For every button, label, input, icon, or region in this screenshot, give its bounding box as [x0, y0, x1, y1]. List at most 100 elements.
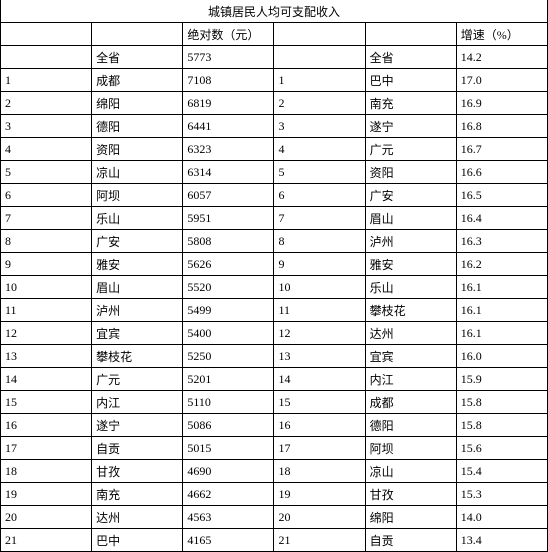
- rank-right: 5: [274, 161, 365, 184]
- city-right: 自贡: [365, 529, 456, 552]
- income-table-container: 城镇居民人均可支配收入 绝对数（元） 增速（%） 全省 5773 全省 14.2…: [0, 0, 548, 552]
- table-row: 13攀枝花525013宜宾16.0: [1, 345, 548, 368]
- province-name-left: 全省: [92, 46, 183, 69]
- city-right: 攀枝花: [365, 299, 456, 322]
- header-blank-2: [92, 23, 183, 46]
- rank-right: 16: [274, 414, 365, 437]
- table-row: 18甘孜469018凉山15.4: [1, 460, 548, 483]
- rank-left: 4: [1, 138, 92, 161]
- city-right: 眉山: [365, 207, 456, 230]
- city-left: 绵阳: [92, 92, 183, 115]
- rank-left: 12: [1, 322, 92, 345]
- rank-right: 7: [274, 207, 365, 230]
- rank-right: 1: [274, 69, 365, 92]
- income-table: 城镇居民人均可支配收入 绝对数（元） 增速（%） 全省 5773 全省 14.2…: [0, 0, 548, 552]
- table-row: 21巴中416521自贡13.4: [1, 529, 548, 552]
- rank-left: 9: [1, 253, 92, 276]
- value-right: 16.1: [456, 322, 547, 345]
- value-left: 5086: [183, 414, 274, 437]
- rank-left: 20: [1, 506, 92, 529]
- value-right: 15.8: [456, 414, 547, 437]
- table-row: 8广安58088泸州16.3: [1, 230, 548, 253]
- city-left: 德阳: [92, 115, 183, 138]
- value-right: 16.0: [456, 345, 547, 368]
- value-left: 5110: [183, 391, 274, 414]
- header-blank-4: [365, 23, 456, 46]
- rank-right: 13: [274, 345, 365, 368]
- rank-right: 18: [274, 460, 365, 483]
- rank-right: 21: [274, 529, 365, 552]
- city-right: 甘孜: [365, 483, 456, 506]
- value-right: 16.7: [456, 138, 547, 161]
- city-right: 遂宁: [365, 115, 456, 138]
- value-right: 16.5: [456, 184, 547, 207]
- rank-left: 6: [1, 184, 92, 207]
- table-row: 17自贡501517阿坝15.6: [1, 437, 548, 460]
- rank-left: 5: [1, 161, 92, 184]
- city-right: 资阳: [365, 161, 456, 184]
- table-row: 10眉山552010乐山16.1: [1, 276, 548, 299]
- value-left: 5626: [183, 253, 274, 276]
- value-left: 7108: [183, 69, 274, 92]
- province-value-right: 14.2: [456, 46, 547, 69]
- table-row: 4资阳63234广元16.7: [1, 138, 548, 161]
- value-right: 16.1: [456, 299, 547, 322]
- city-right: 成都: [365, 391, 456, 414]
- header-blank-3: [274, 23, 365, 46]
- table-row: 9雅安56269雅安16.2: [1, 253, 548, 276]
- city-left: 广元: [92, 368, 183, 391]
- rank-left: 3: [1, 115, 92, 138]
- city-right: 雅安: [365, 253, 456, 276]
- city-right: 乐山: [365, 276, 456, 299]
- city-right: 凉山: [365, 460, 456, 483]
- table-row: 14广元520114内江15.9: [1, 368, 548, 391]
- header-absolute: 绝对数（元）: [183, 23, 274, 46]
- table-title: 城镇居民人均可支配收入: [1, 0, 548, 23]
- city-right: 南充: [365, 92, 456, 115]
- title-row: 城镇居民人均可支配收入: [1, 0, 548, 23]
- rank-left: 17: [1, 437, 92, 460]
- rank-right: 2: [274, 92, 365, 115]
- rank-right: 12: [274, 322, 365, 345]
- value-right: 16.1: [456, 276, 547, 299]
- header-blank-1: [1, 23, 92, 46]
- rank-left: 13: [1, 345, 92, 368]
- city-right: 达州: [365, 322, 456, 345]
- rank-left: 1: [1, 69, 92, 92]
- rank-right: 6: [274, 184, 365, 207]
- table-row: 6阿坝60576广安16.5: [1, 184, 548, 207]
- rank-right: 8: [274, 230, 365, 253]
- value-left: 4165: [183, 529, 274, 552]
- city-left: 眉山: [92, 276, 183, 299]
- value-left: 4563: [183, 506, 274, 529]
- rank-right: 14: [274, 368, 365, 391]
- value-left: 5808: [183, 230, 274, 253]
- table-row: 11泸州549911攀枝花16.1: [1, 299, 548, 322]
- city-right: 广安: [365, 184, 456, 207]
- city-right: 泸州: [365, 230, 456, 253]
- rank-right: 10: [274, 276, 365, 299]
- city-right: 广元: [365, 138, 456, 161]
- province-name-right: 全省: [365, 46, 456, 69]
- value-right: 14.0: [456, 506, 547, 529]
- value-left: 5951: [183, 207, 274, 230]
- table-row: 7乐山59517眉山16.4: [1, 207, 548, 230]
- city-left: 宜宾: [92, 322, 183, 345]
- header-row: 绝对数（元） 增速（%）: [1, 23, 548, 46]
- city-left: 广安: [92, 230, 183, 253]
- value-left: 4662: [183, 483, 274, 506]
- value-right: 13.4: [456, 529, 547, 552]
- value-right: 16.6: [456, 161, 547, 184]
- table-row: 16遂宁508616德阳15.8: [1, 414, 548, 437]
- rank-right: 11: [274, 299, 365, 322]
- header-growth: 增速（%）: [456, 23, 547, 46]
- table-row: 3德阳64413遂宁16.8: [1, 115, 548, 138]
- rank-right: 20: [274, 506, 365, 529]
- rank-right: 17: [274, 437, 365, 460]
- city-left: 乐山: [92, 207, 183, 230]
- province-row: 全省 5773 全省 14.2: [1, 46, 548, 69]
- rank-right: 19: [274, 483, 365, 506]
- rank-left: 2: [1, 92, 92, 115]
- table-row: 12宜宾540012达州16.1: [1, 322, 548, 345]
- table-row: 5凉山63145资阳16.6: [1, 161, 548, 184]
